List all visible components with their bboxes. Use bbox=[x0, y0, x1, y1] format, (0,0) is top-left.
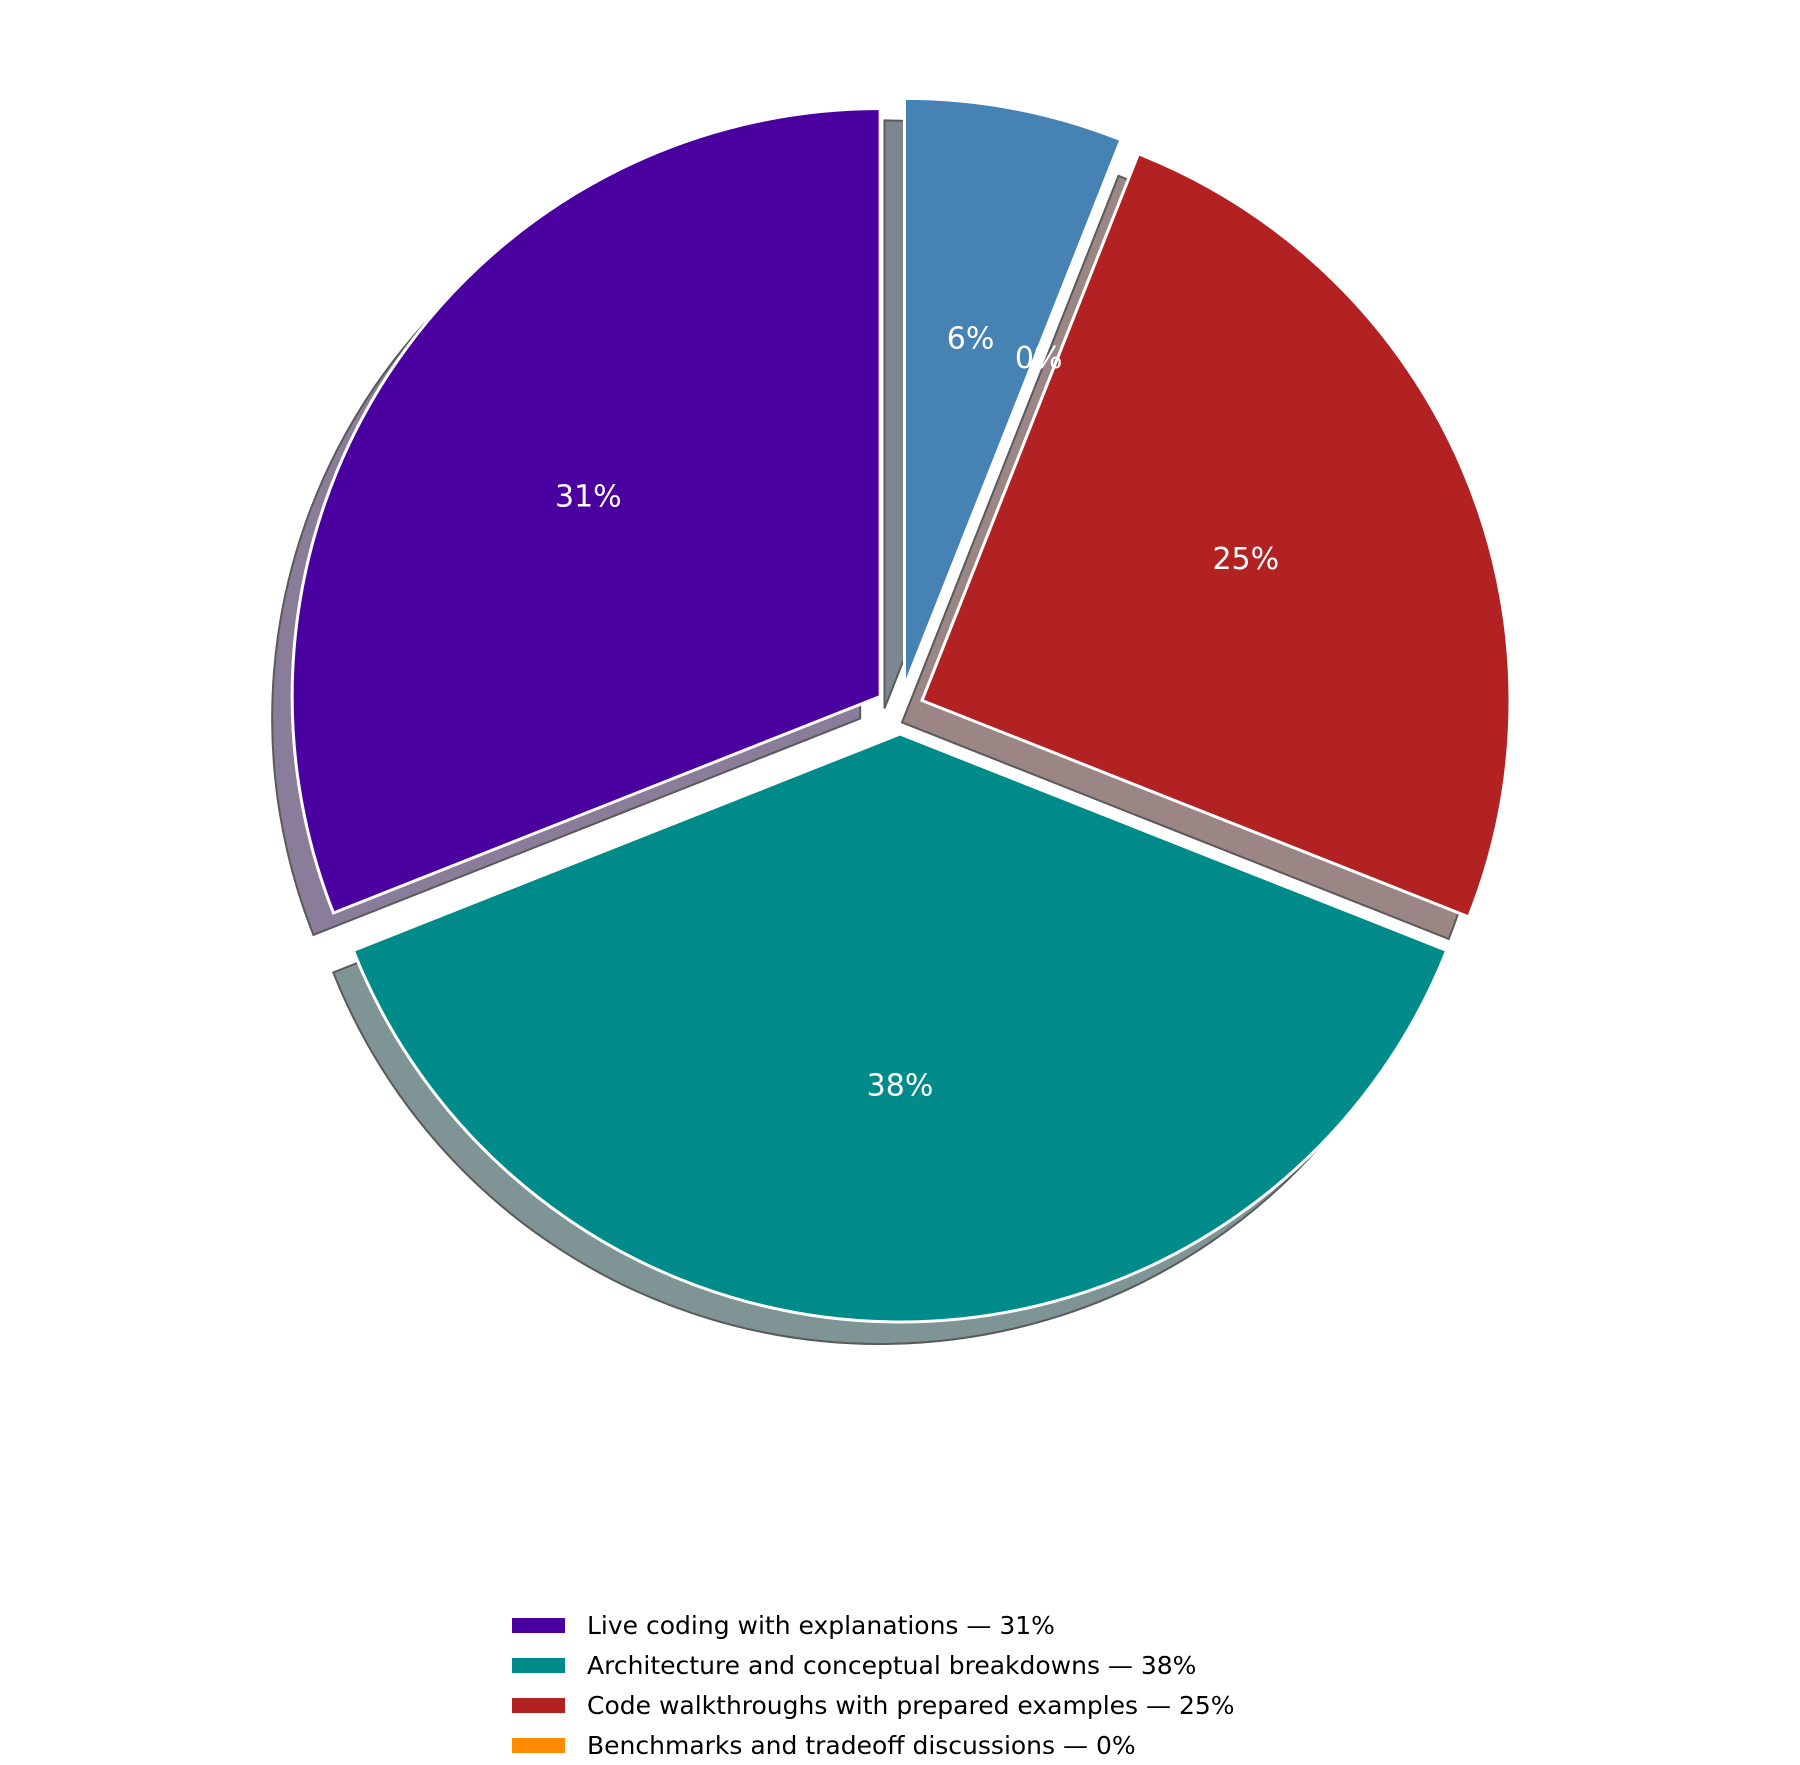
slice-percent-label: 31% bbox=[555, 480, 622, 515]
legend-label: Live coding with explanations — 31% bbox=[587, 1610, 1055, 1640]
legend-label: Code walkthroughs with prepared examples… bbox=[587, 1690, 1235, 1720]
legend-label: Architecture and conceptual breakdowns —… bbox=[587, 1650, 1197, 1680]
slice-percent-label: 25% bbox=[1212, 542, 1279, 577]
slice-percent-label: 38% bbox=[867, 1068, 934, 1103]
legend-swatch bbox=[512, 1737, 565, 1753]
slices bbox=[290, 96, 1512, 1324]
legend-swatch bbox=[512, 1657, 565, 1673]
legend-item: Code walkthroughs with prepared examples… bbox=[512, 1685, 1235, 1725]
legend-swatch bbox=[512, 1697, 565, 1713]
legend-item: Architecture and conceptual breakdowns —… bbox=[512, 1645, 1235, 1685]
slice-percent-label: 6% bbox=[947, 321, 995, 356]
legend: Live coding with explanations — 31% Archi… bbox=[512, 1605, 1235, 1765]
legend-label: Benchmarks and tradeoff discussions — 0% bbox=[587, 1730, 1136, 1760]
pie-slice bbox=[902, 96, 1123, 687]
legend-item: Live coding with explanations — 31% bbox=[512, 1605, 1235, 1645]
slice-labels: 31% 38% 25% 0% 6% bbox=[555, 321, 1279, 1103]
pie-slice bbox=[290, 107, 882, 915]
legend-swatch bbox=[512, 1617, 565, 1633]
pie-slice bbox=[920, 151, 1512, 919]
legend-item: Benchmarks and tradeoff discussions — 0% bbox=[512, 1725, 1235, 1765]
pie-slice bbox=[351, 732, 1449, 1324]
slice-percent-label: 0% bbox=[1015, 341, 1063, 376]
